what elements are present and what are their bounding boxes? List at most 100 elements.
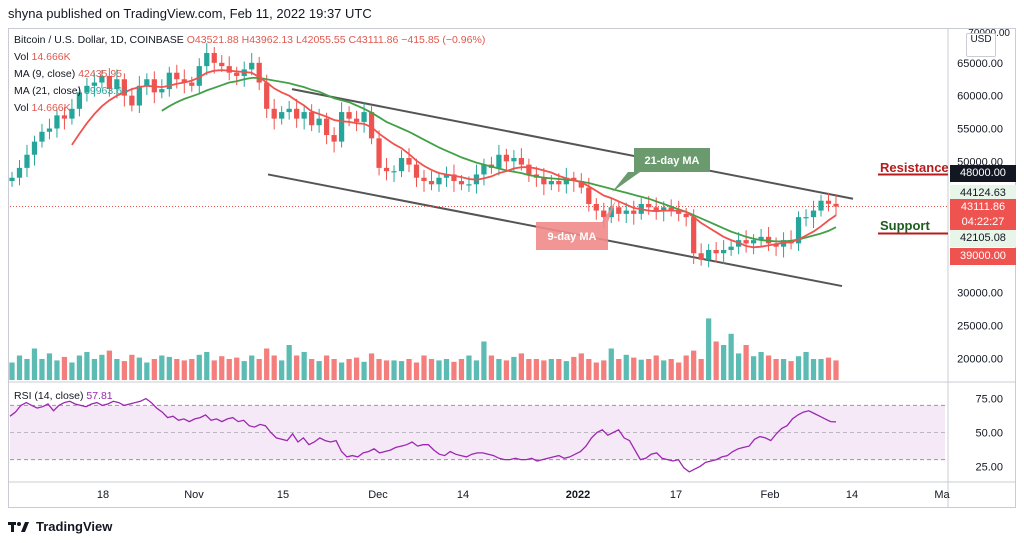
candle-body bbox=[556, 181, 562, 185]
volume-bar bbox=[683, 355, 689, 380]
candle-body bbox=[353, 118, 360, 122]
volume-bar bbox=[586, 359, 592, 380]
candle-body bbox=[496, 154, 502, 168]
volume-bar bbox=[256, 359, 262, 380]
candle-body bbox=[121, 79, 127, 96]
volume-bar bbox=[601, 360, 607, 380]
candle-body bbox=[361, 112, 367, 122]
volume-bar bbox=[466, 355, 472, 380]
volume-bar bbox=[189, 359, 195, 380]
price-tag-countdown: 04:22:27 bbox=[950, 214, 1016, 231]
ma9-callout-box bbox=[536, 200, 616, 250]
candle-body bbox=[91, 82, 98, 86]
volume-bar bbox=[653, 355, 659, 380]
volume-bar bbox=[698, 359, 704, 380]
candle-body bbox=[189, 82, 195, 86]
ma21-callout-box bbox=[612, 148, 710, 192]
price-tick-label: 55000.00 bbox=[957, 123, 1003, 135]
volume-bar bbox=[368, 353, 375, 380]
candle-body bbox=[338, 112, 345, 142]
ma9-callout-label: 9-day MA bbox=[548, 231, 597, 243]
volume-bar bbox=[151, 359, 157, 380]
volume-bar bbox=[833, 360, 839, 380]
candle-body bbox=[750, 240, 757, 244]
volume-bar bbox=[69, 362, 75, 380]
rsi-value: 57.81 bbox=[86, 390, 113, 402]
time-tick-label: 14 bbox=[846, 489, 858, 501]
legend-close: C43111.86 bbox=[348, 34, 399, 46]
candle-body bbox=[436, 177, 442, 185]
volume-bar bbox=[795, 356, 802, 380]
time-tick-label: 15 bbox=[277, 489, 289, 501]
candle-body bbox=[458, 181, 465, 185]
rsi-tick-label: 25.00 bbox=[975, 461, 1003, 473]
time-tick-label: 2022 bbox=[566, 489, 590, 501]
candle-body bbox=[376, 138, 382, 168]
volume-bar bbox=[750, 356, 757, 380]
volume-bar bbox=[458, 359, 465, 380]
tradingview-logo-icon bbox=[8, 521, 29, 532]
volume-bar bbox=[249, 355, 255, 380]
candle-body bbox=[249, 62, 255, 70]
volume-bar bbox=[668, 359, 674, 380]
candle-body bbox=[758, 236, 764, 241]
volume-bar bbox=[226, 359, 232, 380]
volume-bar bbox=[518, 353, 525, 380]
channel-upper-line bbox=[291, 88, 854, 200]
candle-body bbox=[646, 204, 652, 208]
candle-body bbox=[309, 112, 315, 126]
support-label: Support bbox=[880, 218, 930, 233]
volume-bar bbox=[279, 360, 285, 380]
candle-body bbox=[114, 79, 120, 90]
volume-bar bbox=[129, 354, 135, 380]
candle-body bbox=[503, 154, 510, 162]
ma21-callout-label: 21-day MA bbox=[644, 155, 699, 167]
candle-body bbox=[106, 75, 113, 90]
chart-frame bbox=[8, 28, 1016, 508]
candle-body bbox=[264, 82, 270, 109]
volume-bar bbox=[391, 360, 397, 380]
rsi-legend: RSI (14, close) 57.81 bbox=[14, 390, 113, 402]
volume-bar bbox=[301, 352, 307, 380]
volume-bar bbox=[818, 359, 824, 380]
legend-change: −415.85 (−0.96%) bbox=[401, 34, 486, 46]
candle-body bbox=[773, 243, 779, 247]
volume-bar bbox=[76, 355, 83, 380]
candle-body bbox=[331, 135, 337, 142]
candle-body bbox=[668, 207, 674, 211]
candle-body bbox=[413, 164, 420, 178]
candle-body bbox=[39, 131, 45, 142]
candle-body bbox=[316, 118, 322, 126]
candle-body bbox=[825, 200, 832, 204]
legend-ma21-value: 39963.65 bbox=[84, 85, 128, 97]
legend-vol-value: 14.666K bbox=[31, 51, 71, 63]
volume-bar bbox=[631, 357, 637, 380]
volume-bar bbox=[9, 362, 15, 380]
volume-bar bbox=[593, 362, 599, 380]
candle-body bbox=[129, 95, 135, 106]
currency-button[interactable]: USD bbox=[966, 33, 996, 57]
volume-bar bbox=[24, 359, 30, 380]
candle-body bbox=[16, 167, 23, 178]
volume-bar bbox=[338, 362, 345, 380]
volume-bar bbox=[166, 356, 172, 380]
time-tick-label: 18 bbox=[97, 489, 109, 501]
volume-bar bbox=[99, 354, 105, 380]
candle-body bbox=[256, 62, 262, 83]
ma9-line bbox=[71, 69, 837, 249]
volume-bar bbox=[825, 357, 832, 380]
volume-bar bbox=[578, 353, 584, 380]
volume-bar bbox=[174, 359, 180, 380]
candle-body bbox=[833, 203, 839, 207]
candle-body bbox=[211, 52, 217, 63]
volume-bar bbox=[728, 333, 734, 380]
candle-body bbox=[286, 108, 292, 113]
candle-body bbox=[181, 79, 187, 83]
candle-body bbox=[219, 62, 225, 67]
volume-bar bbox=[443, 359, 450, 380]
tradingview-brand[interactable]: TradingView bbox=[8, 519, 112, 534]
candle-body bbox=[76, 92, 83, 109]
volume-bar bbox=[556, 359, 562, 380]
legend-ma9-row: MA (9, close) 42435.95 bbox=[14, 68, 122, 80]
